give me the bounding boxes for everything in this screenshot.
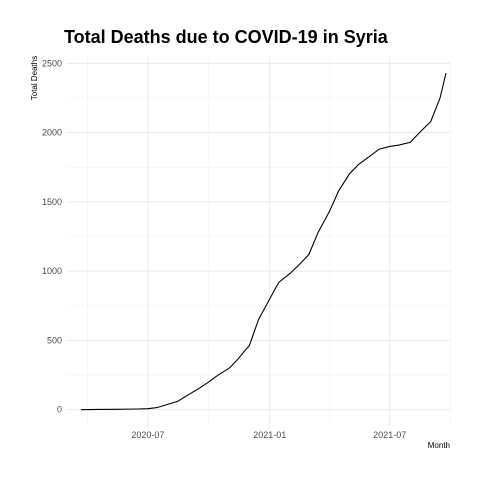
series-line-total-deaths: [80, 72, 447, 411]
plot-area: [80, 72, 447, 411]
tick-labels: 0 500 1000 1500 2000 2500 2020-07 2021-01 2021-0…: [42, 58, 406, 440]
y-tick-label: 1000: [42, 266, 62, 276]
gridlines: [67, 55, 451, 427]
y-tick-label: 2500: [42, 58, 62, 68]
chart-title: Total Deaths due to COVID-19 in Syria: [64, 27, 389, 47]
x-tick-label: 2020-07: [131, 430, 164, 440]
y-tick-label: 2000: [42, 128, 62, 138]
x-tick-label: 2021-07: [373, 430, 406, 440]
x-axis-title: Month: [428, 441, 450, 450]
y-axis-title: Total Deaths: [30, 56, 39, 100]
y-tick-label: 500: [47, 335, 62, 345]
y-tick-label: 0: [57, 405, 62, 415]
y-tick-label: 1500: [42, 197, 62, 207]
x-tick-label: 2021-01: [253, 430, 286, 440]
